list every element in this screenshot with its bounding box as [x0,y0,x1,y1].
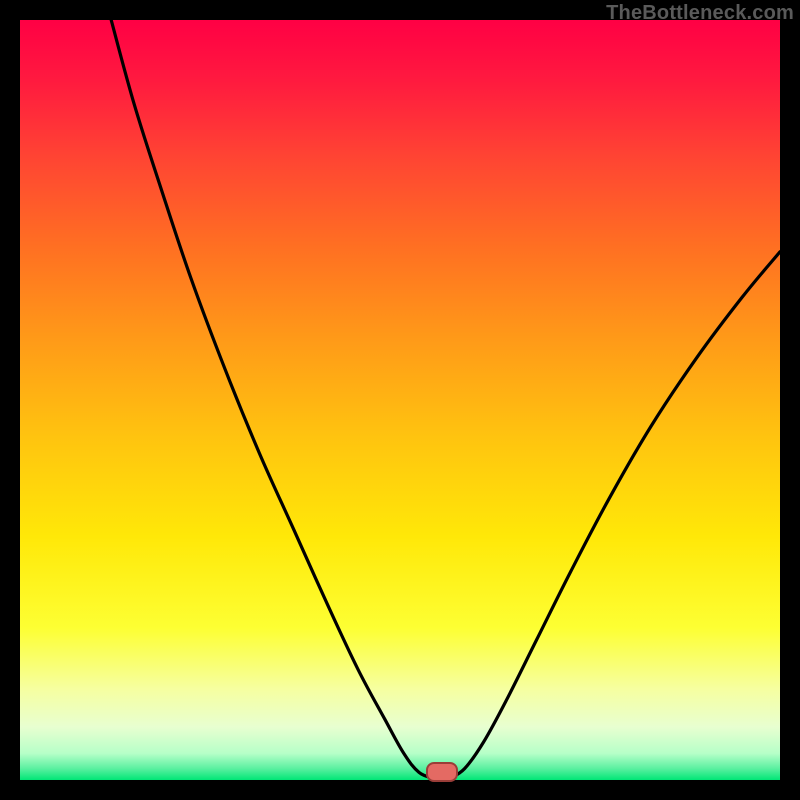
optimal-point-marker [426,762,458,782]
chart-container: TheBottleneck.com [0,0,800,800]
watermark-text: TheBottleneck.com [606,2,794,25]
bottleneck-gradient-background [0,0,800,800]
